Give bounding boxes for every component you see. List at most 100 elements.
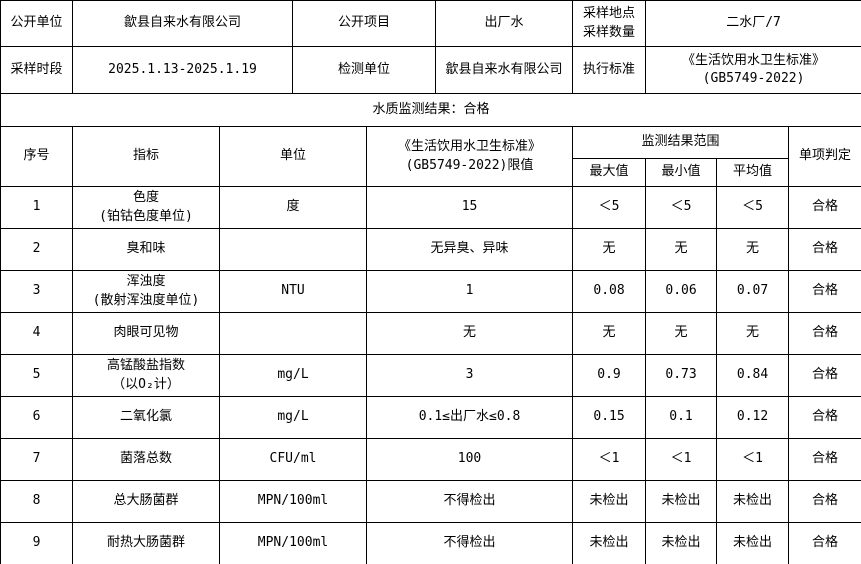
label-public-project: 公开项目 bbox=[292, 0, 437, 47]
label-executed-standard: 执行标准 bbox=[572, 46, 647, 94]
col-header-result-range: 监测结果范围 bbox=[572, 126, 790, 159]
cell-indicator: 臭和味 bbox=[72, 228, 220, 271]
table-row: 5 高锰酸盐指数 （以O₂计） mg/L 3 0.9 0.73 0.84 合格 bbox=[0, 354, 861, 397]
info-row-sampling: 采样时段 2025.1.13-2025.1.19 检测单位 歙县自来水有限公司 … bbox=[0, 46, 861, 94]
cell-max: 未检出 bbox=[572, 522, 647, 564]
cell-limit: 0.1≤出厂水≤0.8 bbox=[366, 396, 574, 439]
cell-no: 5 bbox=[0, 354, 73, 397]
col-header-indicator: 指标 bbox=[72, 126, 220, 187]
col-header-avg: 平均值 bbox=[716, 158, 790, 187]
cell-max: 0.9 bbox=[572, 354, 647, 397]
cell-avg: 无 bbox=[716, 228, 790, 271]
cell-min: 0.1 bbox=[645, 396, 718, 439]
col-header-min: 最小值 bbox=[645, 158, 718, 187]
label-sampling-period: 采样时段 bbox=[0, 46, 73, 94]
table-row: 1 色度 (铂钴色度单位) 度 15 ＜5 ＜5 ＜5 合格 bbox=[0, 186, 861, 229]
cell-min: 未检出 bbox=[645, 522, 718, 564]
value-executed-standard: 《生活饮用水卫生标准》 (GB5749-2022) bbox=[645, 46, 861, 94]
cell-unit: MPN/100ml bbox=[218, 522, 368, 564]
value-testing-unit: 歙县自来水有限公司 bbox=[435, 46, 574, 94]
cell-unit bbox=[218, 312, 368, 355]
table-row: 6 二氧化氯 mg/L 0.1≤出厂水≤0.8 0.15 0.1 0.12 合格 bbox=[0, 396, 861, 439]
cell-avg: ＜1 bbox=[716, 438, 790, 481]
cell-unit: CFU/ml bbox=[218, 438, 368, 481]
cell-judgement: 合格 bbox=[788, 270, 861, 313]
cell-avg: ＜5 bbox=[716, 186, 790, 229]
cell-indicator: 菌落总数 bbox=[72, 438, 220, 481]
value-sampling-period: 2025.1.13-2025.1.19 bbox=[71, 46, 294, 94]
cell-judgement: 合格 bbox=[788, 522, 861, 564]
cell-unit: NTU bbox=[218, 270, 368, 313]
cell-no: 7 bbox=[0, 438, 73, 481]
cell-indicator: 耐热大肠菌群 bbox=[72, 522, 220, 564]
cell-judgement: 合格 bbox=[788, 396, 861, 439]
value-public-unit: 歙县自来水有限公司 bbox=[71, 0, 294, 47]
table-row: 2 臭和味 无异臭、异味 无 无 无 合格 bbox=[0, 228, 861, 271]
table-row: 4 肉眼可见物 无 无 无 无 合格 bbox=[0, 312, 861, 355]
cell-judgement: 合格 bbox=[788, 354, 861, 397]
cell-judgement: 合格 bbox=[788, 228, 861, 271]
cell-indicator: 色度 (铂钴色度单位) bbox=[72, 186, 220, 229]
cell-no: 3 bbox=[0, 270, 73, 313]
cell-judgement: 合格 bbox=[788, 438, 861, 481]
table-subheader-row: 最大值 最小值 平均值 bbox=[1, 158, 861, 187]
cell-judgement: 合格 bbox=[788, 312, 861, 355]
cell-limit: 100 bbox=[366, 438, 574, 481]
cell-judgement: 合格 bbox=[788, 480, 861, 523]
cell-min: ＜5 bbox=[645, 186, 718, 229]
cell-indicator: 总大肠菌群 bbox=[72, 480, 220, 523]
cell-limit: 不得检出 bbox=[366, 522, 574, 564]
cell-indicator: 浑浊度 (散射浑浊度单位) bbox=[72, 270, 220, 313]
cell-max: 无 bbox=[572, 228, 647, 271]
cell-max: 0.08 bbox=[572, 270, 647, 313]
cell-limit: 不得检出 bbox=[366, 480, 574, 523]
result-banner-row: 水质监测结果：合格 bbox=[0, 93, 861, 127]
table-row: 7 菌落总数 CFU/ml 100 ＜1 ＜1 ＜1 合格 bbox=[0, 438, 861, 481]
cell-avg: 0.84 bbox=[716, 354, 790, 397]
cell-limit: 1 bbox=[366, 270, 574, 313]
cell-unit: 度 bbox=[218, 186, 368, 229]
cell-min: 未检出 bbox=[645, 480, 718, 523]
cell-min: ＜1 bbox=[645, 438, 718, 481]
cell-unit: mg/L bbox=[218, 396, 368, 439]
cell-max: 未检出 bbox=[572, 480, 647, 523]
cell-min: 0.06 bbox=[645, 270, 718, 313]
cell-max: ＜1 bbox=[572, 438, 647, 481]
cell-avg: 0.07 bbox=[716, 270, 790, 313]
cell-unit: mg/L bbox=[218, 354, 368, 397]
cell-no: 4 bbox=[0, 312, 73, 355]
cell-limit: 15 bbox=[366, 186, 574, 229]
cell-avg: 无 bbox=[716, 312, 790, 355]
cell-min: 无 bbox=[645, 312, 718, 355]
value-sampling-site-count: 二水厂/7 bbox=[645, 0, 861, 47]
cell-avg: 未检出 bbox=[716, 522, 790, 564]
cell-indicator: 高锰酸盐指数 （以O₂计） bbox=[72, 354, 220, 397]
cell-avg: 0.12 bbox=[716, 396, 790, 439]
cell-no: 6 bbox=[0, 396, 73, 439]
cell-limit: 3 bbox=[366, 354, 574, 397]
cell-indicator: 肉眼可见物 bbox=[72, 312, 220, 355]
table-header-row: 序号 指标 单位 《生活饮用水卫生标准》 (GB5749-2022)限值 监测结… bbox=[0, 126, 861, 187]
col-header-unit: 单位 bbox=[218, 126, 368, 187]
cell-min: 0.73 bbox=[645, 354, 718, 397]
col-header-no: 序号 bbox=[0, 126, 73, 187]
cell-no: 8 bbox=[0, 480, 73, 523]
value-public-project: 出厂水 bbox=[435, 0, 574, 47]
cell-no: 1 bbox=[0, 186, 73, 229]
cell-max: 0.15 bbox=[572, 396, 647, 439]
cell-max: 无 bbox=[572, 312, 647, 355]
cell-limit: 无 bbox=[366, 312, 574, 355]
col-header-max: 最大值 bbox=[572, 158, 647, 187]
cell-no: 9 bbox=[0, 522, 73, 564]
cell-limit: 无异臭、异味 bbox=[366, 228, 574, 271]
cell-max: ＜5 bbox=[572, 186, 647, 229]
cell-judgement: 合格 bbox=[788, 186, 861, 229]
table-row: 3 浑浊度 (散射浑浊度单位) NTU 1 0.08 0.06 0.07 合格 bbox=[0, 270, 861, 313]
col-header-limit: 《生活饮用水卫生标准》 (GB5749-2022)限值 bbox=[366, 126, 574, 187]
cell-unit bbox=[218, 228, 368, 271]
cell-no: 2 bbox=[0, 228, 73, 271]
cell-min: 无 bbox=[645, 228, 718, 271]
cell-avg: 未检出 bbox=[716, 480, 790, 523]
